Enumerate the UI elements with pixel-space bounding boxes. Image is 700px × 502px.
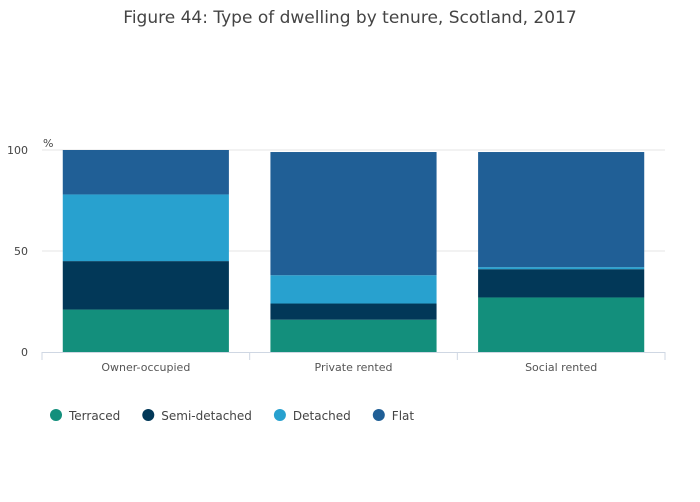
x-category-label: Social rented (525, 361, 597, 374)
bar-segment-terraced (62, 309, 229, 352)
legend-marker-flat (372, 409, 385, 421)
bars (62, 150, 645, 352)
bar-segment-semi-detached (270, 303, 437, 320)
y-tick-label: 100 (7, 144, 28, 157)
legend: Terraced Semi-detached Detached Flat (50, 409, 414, 423)
axes: 0 50 100% Owner-occupied Private rented Socia… (7, 137, 666, 374)
x-category-label: Owner-occupied (101, 361, 190, 374)
bar-segment-detached (478, 267, 645, 270)
bar-segment-semi-detached (478, 269, 645, 298)
bar-segment-terraced (478, 297, 645, 352)
bar-segment-flat (478, 152, 645, 268)
bar-segment-semi-detached (62, 261, 229, 310)
y-axis-label: % (43, 137, 53, 150)
y-tick-label: 0 (21, 346, 28, 359)
chart-title: Figure 44: Type of dwelling by tenure, S… (123, 8, 576, 28)
legend-label: Semi-detached (161, 409, 252, 423)
y-tick-label: 50 (14, 245, 28, 258)
legend-label: Terraced (68, 409, 120, 423)
bar-segment-terraced (270, 319, 437, 352)
legend-marker-terraced (50, 409, 62, 421)
legend-marker-semi-detached (142, 409, 155, 421)
bar-segment-flat (62, 150, 229, 195)
bar-segment-detached (270, 275, 437, 304)
bar-segment-detached (62, 194, 229, 262)
legend-label: Flat (392, 409, 415, 423)
bar-segment-flat (270, 152, 437, 276)
x-category-label: Private rented (315, 361, 393, 374)
legend-label: Detached (293, 409, 351, 423)
legend-marker-detached (273, 409, 286, 421)
